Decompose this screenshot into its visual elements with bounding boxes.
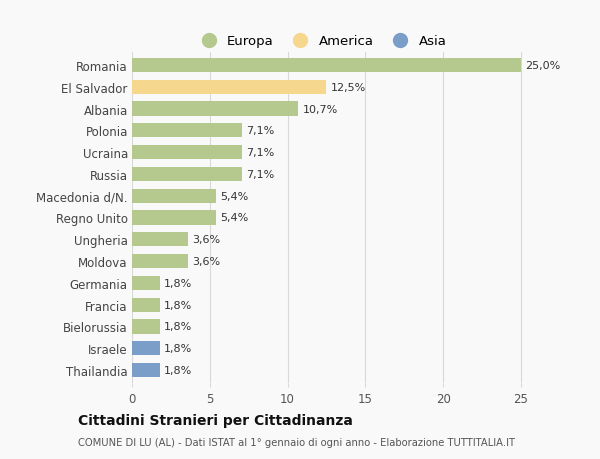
Text: 5,4%: 5,4%	[220, 191, 248, 202]
Text: 1,8%: 1,8%	[164, 343, 192, 353]
Bar	[132, 233, 188, 247]
Text: 7,1%: 7,1%	[247, 126, 275, 136]
Bar	[132, 363, 160, 377]
Bar	[132, 254, 188, 269]
Bar	[132, 276, 160, 291]
Bar	[132, 59, 521, 73]
Bar	[132, 298, 160, 312]
Text: 1,8%: 1,8%	[164, 322, 192, 332]
Bar	[132, 124, 242, 138]
Bar	[132, 319, 160, 334]
Text: 1,8%: 1,8%	[164, 365, 192, 375]
Text: 3,6%: 3,6%	[192, 257, 220, 267]
Bar	[132, 102, 298, 117]
Legend: Europa, America, Asia: Europa, America, Asia	[191, 31, 451, 52]
Text: 1,8%: 1,8%	[164, 278, 192, 288]
Bar	[132, 80, 326, 95]
Text: 12,5%: 12,5%	[331, 83, 365, 93]
Text: 3,6%: 3,6%	[192, 235, 220, 245]
Bar	[132, 341, 160, 356]
Text: Cittadini Stranieri per Cittadinanza: Cittadini Stranieri per Cittadinanza	[78, 414, 353, 428]
Text: 10,7%: 10,7%	[302, 104, 338, 114]
Bar	[132, 189, 216, 203]
Text: 7,1%: 7,1%	[247, 148, 275, 158]
Text: 25,0%: 25,0%	[525, 61, 560, 71]
Bar	[132, 146, 242, 160]
Text: 5,4%: 5,4%	[220, 213, 248, 223]
Text: 1,8%: 1,8%	[164, 300, 192, 310]
Text: 7,1%: 7,1%	[247, 169, 275, 179]
Text: COMUNE DI LU (AL) - Dati ISTAT al 1° gennaio di ogni anno - Elaborazione TUTTITA: COMUNE DI LU (AL) - Dati ISTAT al 1° gen…	[78, 437, 515, 447]
Bar	[132, 211, 216, 225]
Bar	[132, 168, 242, 182]
